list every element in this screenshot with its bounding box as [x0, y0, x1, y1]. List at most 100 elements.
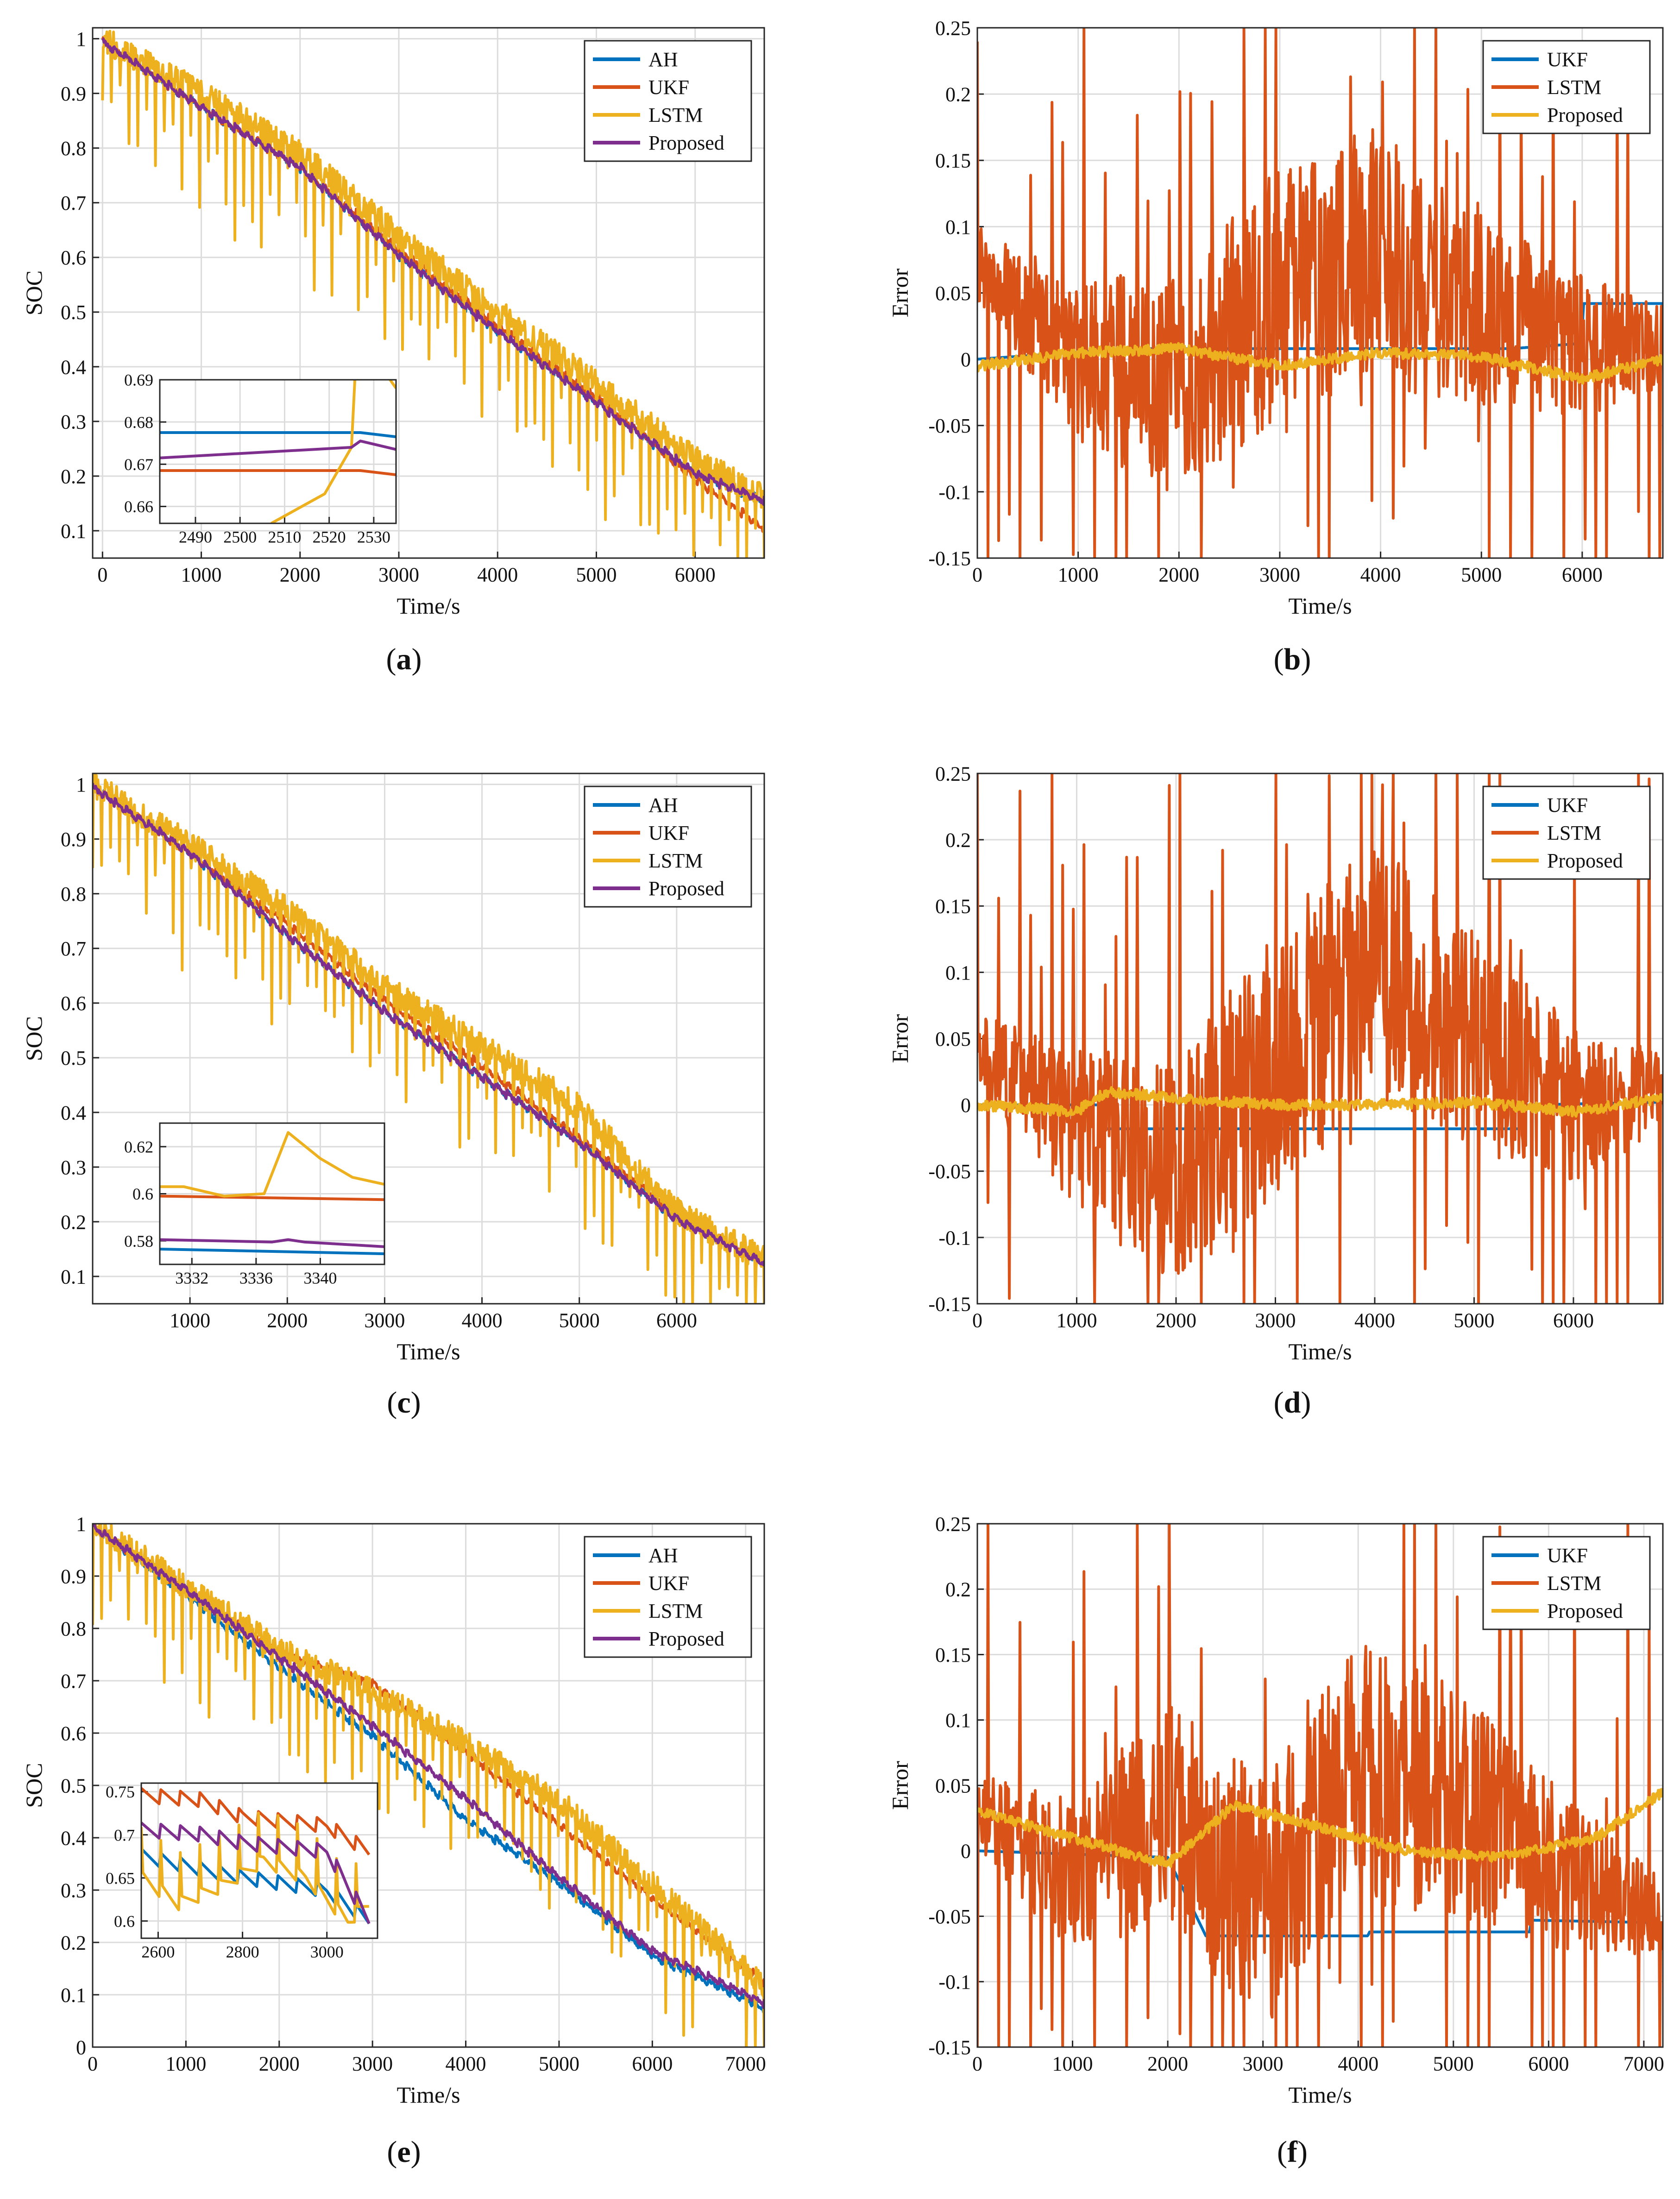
panel-b-x-tick-label: 2000	[1158, 564, 1199, 586]
series-proposed	[977, 1788, 1663, 1868]
panel-label-f: (f)	[1277, 2135, 1308, 2169]
panel-b-x-tick-label: 1000	[1058, 564, 1099, 586]
panel-d-y-tick-label: 0.25	[935, 762, 971, 785]
panel-c-inset-x-tick-label: 3332	[175, 1269, 208, 1287]
series-lstm	[977, 1524, 1663, 2047]
panel-a-inset-x-tick-label: 2520	[313, 528, 346, 546]
panel-c-frame	[92, 773, 765, 1305]
series-ukf-inset	[141, 1787, 371, 1856]
series-proposed	[977, 342, 1663, 385]
legend-label-lstm: LSTM	[648, 1600, 703, 1622]
series-lstm-inset	[141, 1811, 369, 1924]
panel-b-y-tick-label: 0.2	[945, 83, 971, 106]
panel-a-y-tick-label: 0.2	[61, 465, 86, 488]
panel-label-paren-close: )	[411, 1386, 421, 1420]
panel-f-y-tick-label: -0.05	[928, 1905, 971, 1928]
series-proposed	[93, 1524, 764, 2009]
panel-c-y-tick-label: 0.3	[61, 1156, 86, 1179]
panel-e-y-tick-label: 0.5	[61, 1774, 86, 1797]
panel-e-series	[93, 1524, 764, 2047]
panel-b-y-tick-label: 0.1	[945, 216, 971, 239]
panel-a-x-tick-label: 4000	[477, 564, 518, 586]
panel-f: 0 1000 2000 3000 4000 5000 6000 7000 -0.15 -0.1 -0…	[887, 1513, 1664, 2169]
panel-e-inset-y-tick-label: 0.75	[106, 1783, 135, 1801]
panel-label-paren-close: )	[1301, 1386, 1311, 1420]
panel-f-x-tick-label: 4000	[1338, 2053, 1378, 2075]
panel-c-series	[93, 773, 764, 1304]
legend-label-proposed: Proposed	[1547, 849, 1623, 872]
series-lstm	[101, 30, 764, 558]
panel-c-y-tick-label: 0.9	[61, 828, 86, 851]
legend-label-lstm: LSTM	[1547, 76, 1601, 99]
panel-e-y-tick-label: 0.8	[61, 1617, 86, 1640]
panel-label-paren-close: )	[412, 642, 422, 676]
panel-e-y-tick-label: 1	[76, 1513, 86, 1535]
series-lstm-inset	[160, 1131, 384, 1198]
panel-a-x-tick-label: 0	[97, 564, 107, 586]
series-proposed-inset	[160, 1238, 384, 1248]
panel-b-x-tick-label: 6000	[1562, 564, 1603, 586]
panel-e-ylabel: SOC	[21, 1763, 47, 1808]
legend-label-ukf: UKF	[1547, 48, 1588, 71]
panel-e-inset-x-tick-label: 3000	[310, 1942, 344, 1961]
panel-e-legend: AH UKF LSTM Proposed	[584, 1536, 752, 1658]
panel-c-y-tick-label: 0.7	[61, 937, 86, 960]
panel-f-x-tick-label: 5000	[1433, 2053, 1474, 2075]
panel-f-x-tick-label: 7000	[1623, 2053, 1664, 2075]
panel-c-y-tick-label: 0.5	[61, 1047, 86, 1069]
panel-label-letter: c	[397, 1386, 410, 1420]
legend-label-lstm: LSTM	[648, 104, 703, 126]
panel-label-paren-close: )	[1301, 642, 1311, 676]
panel-label-paren-close: )	[1297, 2135, 1308, 2169]
panel-d: 0 1000 2000 3000 4000 5000 6000 -0.15 -0.1 -0.05 0…	[887, 762, 1664, 1420]
panel-c-x-tick-label: 5000	[559, 1309, 600, 1332]
panel-d-x-tick-label: 3000	[1255, 1309, 1296, 1332]
panel-label-paren-close: )	[411, 2135, 421, 2169]
panel-e-xlabel: Time/s	[396, 2082, 460, 2108]
panel-b-legend: UKF LSTM Proposed	[1482, 40, 1651, 134]
panel-a-y-tick-label: 0.7	[61, 192, 86, 214]
panel-c-inset-frame	[159, 1122, 385, 1265]
panel-label-d: (d)	[1274, 1386, 1311, 1420]
panel-f-y-tick-label: 0	[961, 1840, 971, 1863]
panel-c-inset-x-tick-label: 3336	[239, 1269, 273, 1287]
panel-c-inset-y-tick-label: 0.6	[132, 1185, 153, 1203]
series-ukf-inset	[160, 1194, 384, 1201]
panel-d-y-tick-label: 0.05	[935, 1028, 971, 1050]
panel-d-y-tick-label: -0.15	[928, 1293, 971, 1315]
panel-d-x-tick-label: 4000	[1354, 1309, 1395, 1332]
panel-a-x-tick-label: 1000	[181, 564, 222, 586]
panel-a-inset-x-tick-label: 2510	[268, 528, 301, 546]
panel-c-x-tick-label: 4000	[462, 1309, 503, 1332]
panel-d-x-tick-label: 5000	[1453, 1309, 1494, 1332]
series-ukf-inset	[160, 469, 396, 477]
panel-c-x-tick-label: 2000	[267, 1309, 308, 1332]
panel-a-ylabel: SOC	[21, 270, 47, 315]
panel-e: 0 1000 2000 3000 4000 5000 6000 7000 0 0.1 0.2 0.3 0…	[21, 1513, 766, 2169]
panel-a-inset-frame	[159, 379, 397, 524]
panel-c-x-tick-label: 6000	[656, 1309, 697, 1332]
panel-d-y-tick-label: 0.1	[945, 961, 971, 984]
series-proposed-inset	[160, 440, 396, 459]
panel-c-xlabel: Time/s	[396, 1338, 460, 1364]
panel-a-x-tick-label: 2000	[280, 564, 321, 586]
panel-d-y-tick-label: -0.05	[928, 1160, 971, 1183]
panel-e-x-tick-label: 3000	[352, 2053, 393, 2075]
panel-f-series	[977, 1524, 1663, 2047]
panel-a-inset-series	[160, 380, 396, 523]
panel-a-y-tick-label: 0.5	[61, 301, 86, 324]
panel-a-inset-x-tick-label: 2500	[223, 528, 257, 546]
panel-e-y-tick-label: 0	[76, 2036, 86, 2059]
legend-label-proposed: Proposed	[1547, 104, 1623, 126]
panel-a-inset-y-tick-label: 0.66	[124, 497, 153, 516]
panel-e-inset-plot-area	[141, 1783, 378, 1938]
legend-label-lstm: LSTM	[648, 849, 703, 872]
panel-b-x-tick-label: 3000	[1259, 564, 1300, 586]
legend-label-ukf: UKF	[648, 1572, 689, 1595]
panel-f-x-tick-label: 2000	[1147, 2053, 1188, 2075]
panel-d-x-tick-label: 0	[972, 1309, 982, 1332]
panel-c-y-tick-label: 0.1	[61, 1265, 86, 1288]
panel-e-inset-y-tick-label: 0.7	[114, 1826, 135, 1844]
panel-e-x-tick-label: 0	[88, 2053, 98, 2075]
